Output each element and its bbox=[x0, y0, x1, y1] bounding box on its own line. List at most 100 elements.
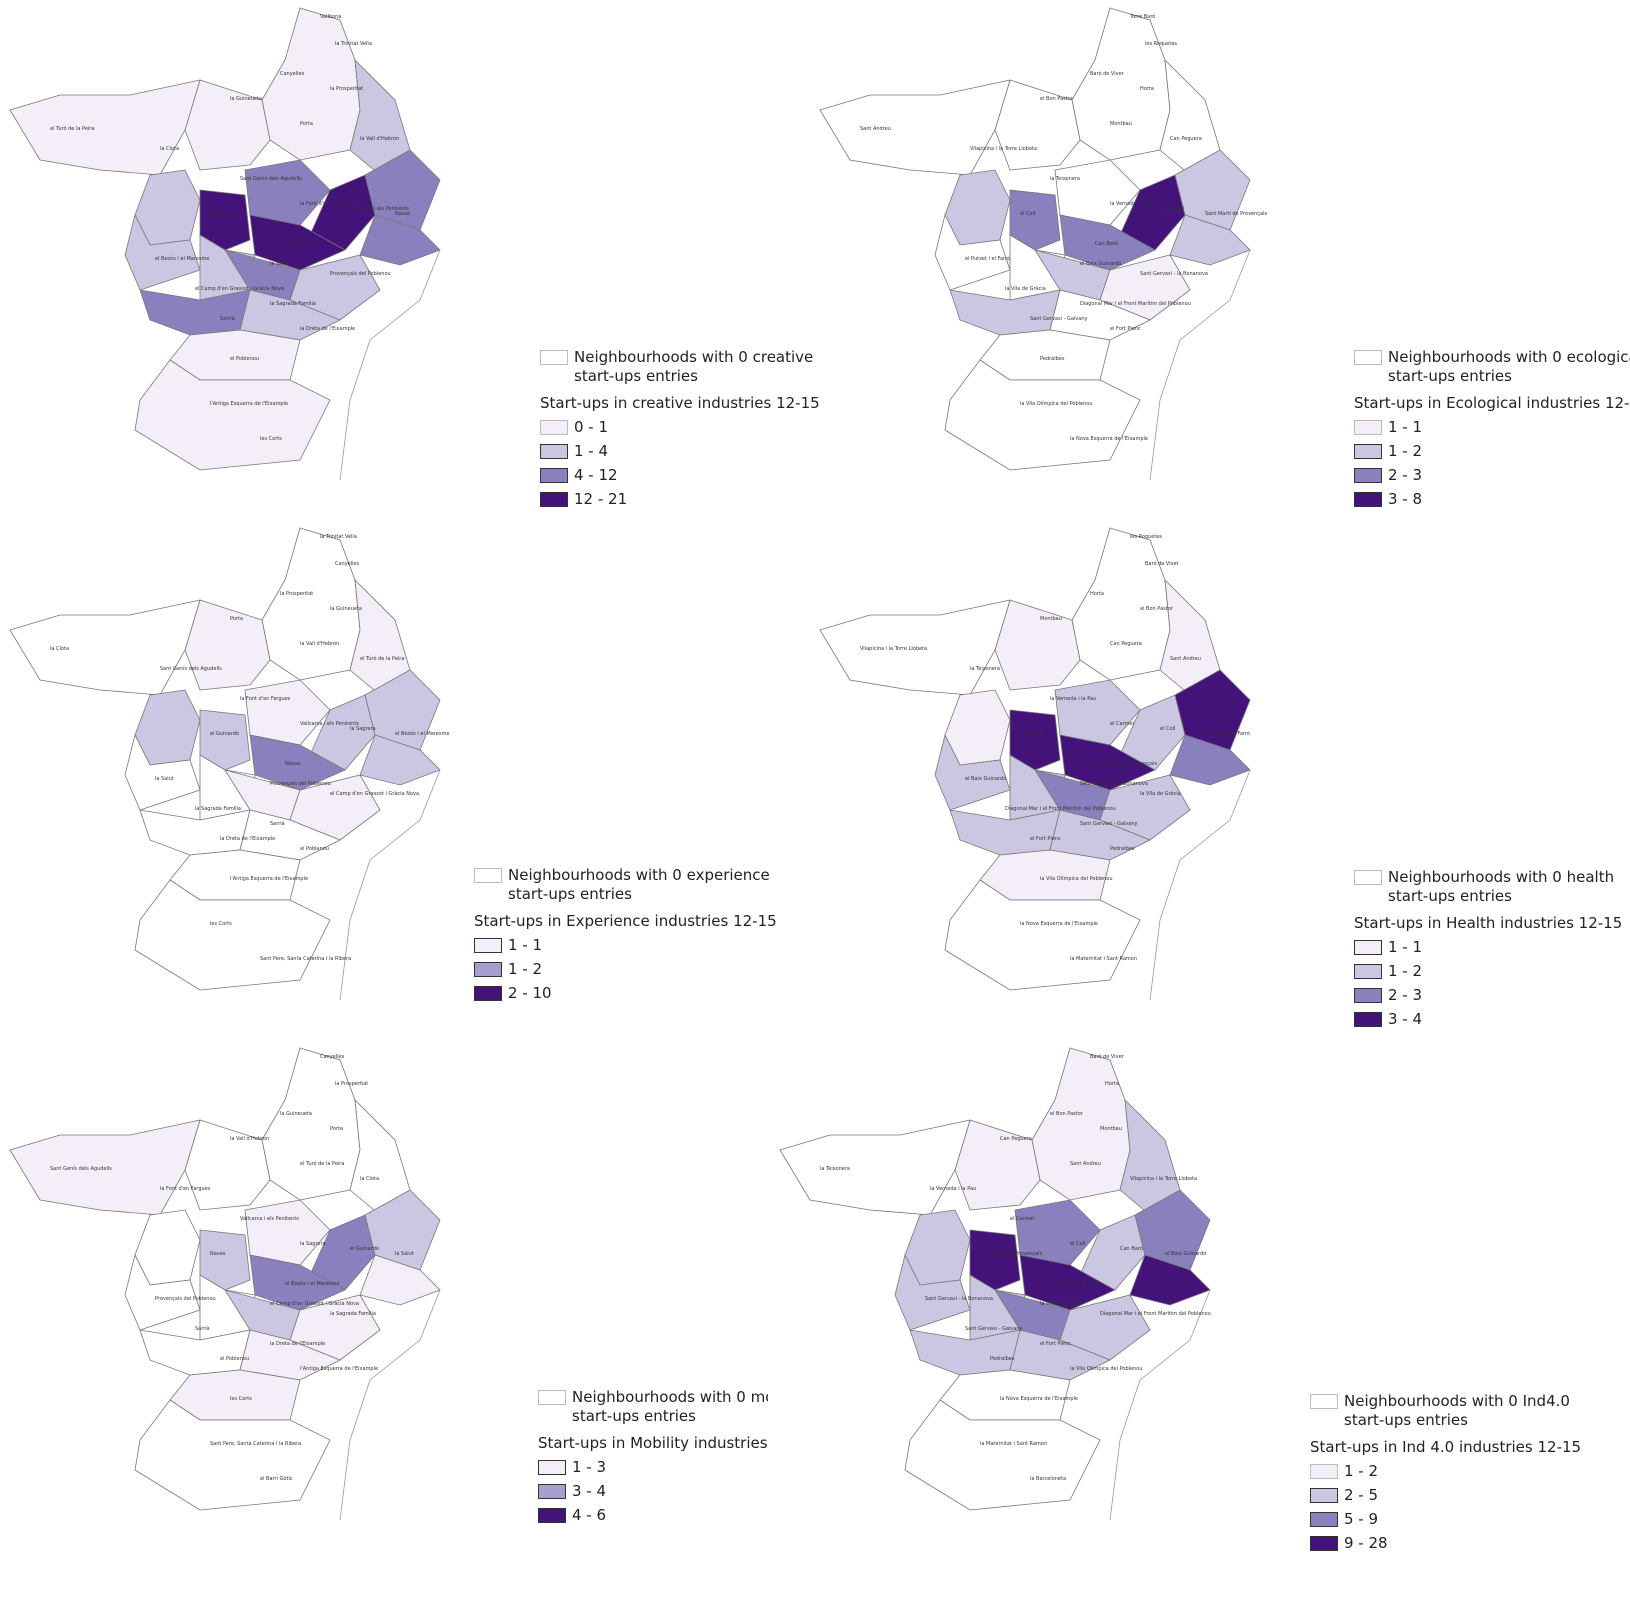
legend-experience: Neighbourhoods with 0 experience start-up… bbox=[474, 866, 777, 1008]
legend-zero-line2: start-ups entries bbox=[508, 885, 632, 903]
choropleth-map-creative: Vallbona la Trinitat Vella Canyelles la Pro… bbox=[9, 7, 441, 481]
neighbourhood-label: el Guinardó bbox=[350, 1245, 379, 1252]
neighbourhood-label: Can Baró bbox=[1120, 1245, 1143, 1252]
neighbourhood-label: la Barceloneta bbox=[1030, 1476, 1066, 1482]
legend-class: 1 - 4 bbox=[540, 442, 820, 466]
legend-zero-line1: Neighbourhoods with 0 ecological bbox=[1388, 348, 1630, 366]
neighbourhood-label: Sant Martí de Provençals bbox=[1095, 760, 1158, 767]
neighbourhood-label: Sant Gervasi - Galvany bbox=[1080, 821, 1137, 827]
legend-zero-line1: Neighbourhoods with 0 Ind4.0 bbox=[1344, 1392, 1570, 1410]
neighbourhood-label: el Fort Pienc bbox=[1040, 1341, 1071, 1347]
legend-class-label: 9 - 28 bbox=[1344, 1534, 1388, 1552]
neighbourhood-label: Navas bbox=[285, 761, 301, 767]
legend-class: 1 - 2 bbox=[1354, 442, 1630, 466]
neighbourhood-label: Porta bbox=[300, 121, 313, 127]
neighbourhood-label: la Font d'en Fargues bbox=[240, 696, 291, 702]
neighbourhood-area bbox=[1174, 149, 1251, 231]
neighbourhood-area bbox=[944, 359, 1141, 471]
neighbourhood-label: Sant Pere, Santa Caterina i la Ribera bbox=[260, 956, 351, 962]
neighbourhood-area bbox=[1119, 174, 1186, 251]
neighbourhood-label: la Nova Esquerra de l'Eixample bbox=[1070, 436, 1148, 442]
neighbourhood-label: Sant Gervasi - la Bonanova bbox=[1140, 271, 1208, 277]
legend-class: 4 - 6 bbox=[538, 1506, 768, 1530]
neighbourhood-label: la Teixonera bbox=[970, 666, 1000, 672]
neighbourhood-area bbox=[244, 1199, 331, 1266]
neighbourhood-label: Sant Andreu bbox=[860, 126, 891, 132]
neighbourhood-label: la Guineueta bbox=[280, 1111, 312, 1117]
neighbourhood-area bbox=[1174, 669, 1251, 751]
neighbourhood-area bbox=[289, 774, 381, 841]
legend-class: 1 - 2 bbox=[474, 960, 777, 984]
neighbourhood-label: la Teixonera bbox=[1050, 176, 1080, 182]
coastline bbox=[339, 249, 441, 481]
neighbourhood-label: la Sagrera bbox=[300, 1241, 326, 1247]
legend-swatch bbox=[538, 1508, 566, 1523]
neighbourhood-area bbox=[949, 809, 1061, 856]
legend-swatch bbox=[474, 986, 502, 1001]
legend-title: Start-ups in Ecological industries 12-15 bbox=[1354, 394, 1630, 412]
neighbourhood-label: Sarrià bbox=[270, 820, 285, 827]
neighbourhood-label: Horta bbox=[1090, 591, 1104, 597]
neighbourhood-label: la Vila de Gràcia bbox=[1040, 1300, 1081, 1307]
neighbourhood-label: Provençals del Poblenou bbox=[330, 271, 391, 277]
legend-swatch bbox=[1354, 420, 1382, 435]
neighbourhood-label: Baró de Viver bbox=[1090, 70, 1125, 77]
neighbourhood-label: el Carmel bbox=[1010, 1216, 1034, 1222]
neighbourhood-area bbox=[979, 329, 1111, 381]
legend-class-label: 1 - 2 bbox=[1344, 1462, 1379, 1480]
neighbourhood-area bbox=[944, 879, 1141, 991]
legend-class-label: 1 - 2 bbox=[508, 960, 543, 978]
neighbourhood-label: la Maternitat i Sant Ramon bbox=[1070, 956, 1137, 962]
legend-swatch-zero bbox=[538, 1390, 566, 1405]
neighbourhood-label: l'Antiga Esquerra de l'Eixample bbox=[210, 401, 288, 407]
legend-swatch bbox=[474, 962, 502, 977]
neighbourhood-label: Montbau bbox=[1100, 1126, 1122, 1132]
legend-class-label: 1 - 1 bbox=[508, 936, 543, 954]
legend-swatch bbox=[540, 468, 568, 483]
neighbourhood-label: el Putxet i el Farró bbox=[1205, 730, 1250, 737]
neighbourhood-label: el Turó de la Peira bbox=[300, 1160, 344, 1167]
neighbourhood-area bbox=[364, 149, 441, 231]
legend-class-label: 0 - 1 bbox=[574, 418, 609, 436]
neighbourhood-label: la Verneda i la Pau bbox=[1110, 201, 1156, 207]
map-panel-mobility: Canyelles la Prosperitat la Guineueta Porta… bbox=[0, 1040, 768, 1560]
legend-zero-entry: Neighbourhoods with 0 health start-ups en… bbox=[1354, 868, 1622, 906]
neighbourhood-label: la Salut bbox=[270, 261, 289, 267]
neighbourhood-area bbox=[199, 1229, 251, 1291]
neighbourhood-label: la Prosperitat bbox=[330, 86, 363, 92]
neighbourhood-area bbox=[1129, 1254, 1211, 1306]
neighbourhood-area bbox=[9, 1119, 201, 1216]
neighbourhood-area bbox=[309, 174, 376, 251]
legend-class-label: 2 - 10 bbox=[508, 984, 552, 1002]
legend-zero-line1: Neighbourhoods with 0 health bbox=[1388, 868, 1615, 886]
neighbourhood-area bbox=[1019, 1254, 1116, 1311]
legend-swatch bbox=[1310, 1464, 1338, 1479]
neighbourhood-label: Montbau bbox=[1040, 616, 1062, 622]
neighbourhood-area bbox=[364, 669, 441, 751]
neighbourhood-area bbox=[904, 1399, 1101, 1511]
legend-class-label: 5 - 9 bbox=[1344, 1510, 1379, 1528]
legend-class-label: 3 - 8 bbox=[1388, 490, 1423, 508]
legend-class: 3 - 4 bbox=[1354, 1010, 1622, 1034]
neighbourhood-label: Navas bbox=[210, 1251, 226, 1257]
legend-ecological: Neighbourhoods with 0 ecological start-up… bbox=[1354, 348, 1630, 514]
neighbourhood-label: el Camp d'en Grassot i Gràcia Nova bbox=[330, 790, 419, 797]
neighbourhood-label: Can Baró bbox=[1095, 240, 1118, 247]
neighbourhood-area bbox=[979, 849, 1111, 901]
legend-class: 1 - 1 bbox=[1354, 938, 1622, 962]
neighbourhood-label: el Fort Pienc bbox=[1110, 326, 1141, 332]
neighbourhood-label: Montbau bbox=[1110, 121, 1132, 127]
neighbourhood-label: la Trinitat Vella bbox=[335, 41, 372, 47]
neighbourhood-label: les Corts bbox=[230, 1396, 252, 1402]
neighbourhood-area bbox=[289, 254, 381, 321]
legend-class: 1 - 1 bbox=[474, 936, 777, 960]
neighbourhood-label: Pedralbes bbox=[1040, 356, 1065, 362]
map-panel-ind40: Baró de Viver Horta el Bon Pastor Montbau Ca… bbox=[770, 1040, 1630, 1560]
neighbourhood-area bbox=[139, 809, 251, 856]
legend-swatch bbox=[538, 1484, 566, 1499]
neighbourhood-area bbox=[134, 879, 331, 991]
neighbourhood-area bbox=[199, 189, 251, 251]
legend-zero-line1: Neighbourhoods with 0 experience bbox=[508, 866, 770, 884]
neighbourhood-area bbox=[1099, 254, 1191, 321]
legend-class-label: 3 - 4 bbox=[572, 1482, 607, 1500]
